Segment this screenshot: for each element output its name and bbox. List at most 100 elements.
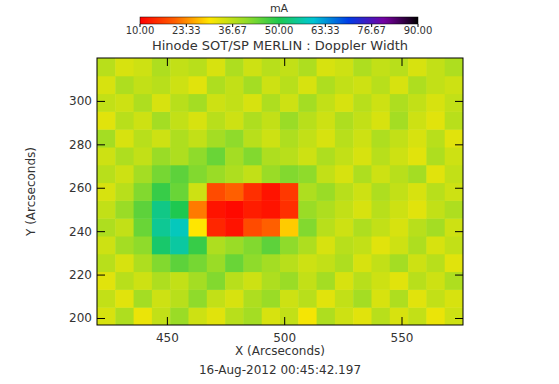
heat-cell (317, 272, 336, 290)
heat-cell (207, 76, 226, 94)
heat-cell (243, 165, 262, 183)
y-tick (455, 318, 463, 319)
heat-cell (426, 147, 445, 165)
heat-cell (189, 289, 208, 307)
x-tick-label: 500 (273, 331, 296, 345)
heat-cell (134, 165, 153, 183)
heat-cell (97, 58, 116, 76)
heat-cell (115, 272, 134, 290)
heat-cell (189, 147, 208, 165)
heat-cell (152, 58, 171, 76)
y-tick (455, 101, 463, 102)
heat-cell (317, 147, 336, 165)
heat-cell (243, 129, 262, 147)
heat-cell (335, 272, 354, 290)
heat-cell (262, 236, 281, 254)
heat-cell (189, 111, 208, 129)
heat-cell (189, 200, 208, 218)
y-tick (455, 231, 463, 232)
heat-cell (280, 111, 299, 129)
heat-cell (243, 111, 262, 129)
heat-cell (390, 111, 409, 129)
heat-cell (353, 236, 372, 254)
heat-cell (115, 76, 134, 94)
heat-cell (445, 218, 463, 236)
heat-cell (152, 307, 171, 325)
heat-cell (353, 147, 372, 165)
heat-cell (225, 58, 244, 76)
heat-cell (134, 58, 153, 76)
heat-cell (426, 165, 445, 183)
heat-cell (317, 236, 336, 254)
heat-cell (97, 111, 116, 129)
heat-cell (298, 236, 317, 254)
heat-cell (280, 58, 299, 76)
heat-cell (207, 272, 226, 290)
heat-cell (280, 254, 299, 272)
heat-cell (170, 272, 189, 290)
heat-cell (390, 307, 409, 325)
y-tick (97, 144, 105, 145)
heat-cell (445, 94, 463, 112)
heat-cell (243, 307, 262, 325)
heat-cell (152, 94, 171, 112)
heat-cell (335, 183, 354, 201)
heat-cell (317, 218, 336, 236)
heat-cell (97, 183, 116, 201)
heat-cell (225, 147, 244, 165)
heat-cell (189, 236, 208, 254)
heat-cell (298, 218, 317, 236)
heat-cell (170, 165, 189, 183)
heat-cell (207, 58, 226, 76)
heat-cell (243, 254, 262, 272)
y-tick-label: 240 (69, 225, 92, 239)
heat-cell (280, 236, 299, 254)
heat-cell (115, 183, 134, 201)
heat-cell (170, 76, 189, 94)
heat-cell (170, 111, 189, 129)
heat-cell (262, 165, 281, 183)
heat-cell (134, 147, 153, 165)
heat-cell (207, 94, 226, 112)
y-tick (97, 275, 105, 276)
heat-cell (335, 307, 354, 325)
heat-cell (134, 272, 153, 290)
heat-cell (262, 111, 281, 129)
heat-cell (97, 76, 116, 94)
heat-cell (353, 129, 372, 147)
heat-cell (353, 272, 372, 290)
heat-cell (225, 307, 244, 325)
heat-cell (353, 289, 372, 307)
heat-cell (445, 236, 463, 254)
heat-cell (445, 129, 463, 147)
heat-cell (243, 58, 262, 76)
heat-cell (335, 165, 354, 183)
heat-cell (280, 289, 299, 307)
heat-cell (207, 200, 226, 218)
heat-cell (390, 94, 409, 112)
heat-cell (207, 218, 226, 236)
heat-cell (353, 94, 372, 112)
heat-cell (353, 307, 372, 325)
heat-cell (426, 111, 445, 129)
heat-cell (134, 254, 153, 272)
heat-cell (280, 218, 299, 236)
heat-cell (372, 236, 391, 254)
heat-cell (225, 289, 244, 307)
subtitle: 16-Aug-2012 00:45:42.197 (199, 363, 361, 377)
heat-cell (225, 254, 244, 272)
heat-cell (390, 236, 409, 254)
heat-cell (390, 58, 409, 76)
heat-cell (298, 307, 317, 325)
heat-cell (134, 129, 153, 147)
heat-cell (408, 307, 427, 325)
heat-cell (335, 289, 354, 307)
heat-cell (372, 58, 391, 76)
heat-cell (353, 254, 372, 272)
heat-cell (445, 254, 463, 272)
y-axis-label: Y (Arcseconds) (24, 147, 38, 237)
heat-cell (408, 218, 427, 236)
heat-cell (207, 111, 226, 129)
heat-cell (372, 76, 391, 94)
heat-cell (152, 254, 171, 272)
